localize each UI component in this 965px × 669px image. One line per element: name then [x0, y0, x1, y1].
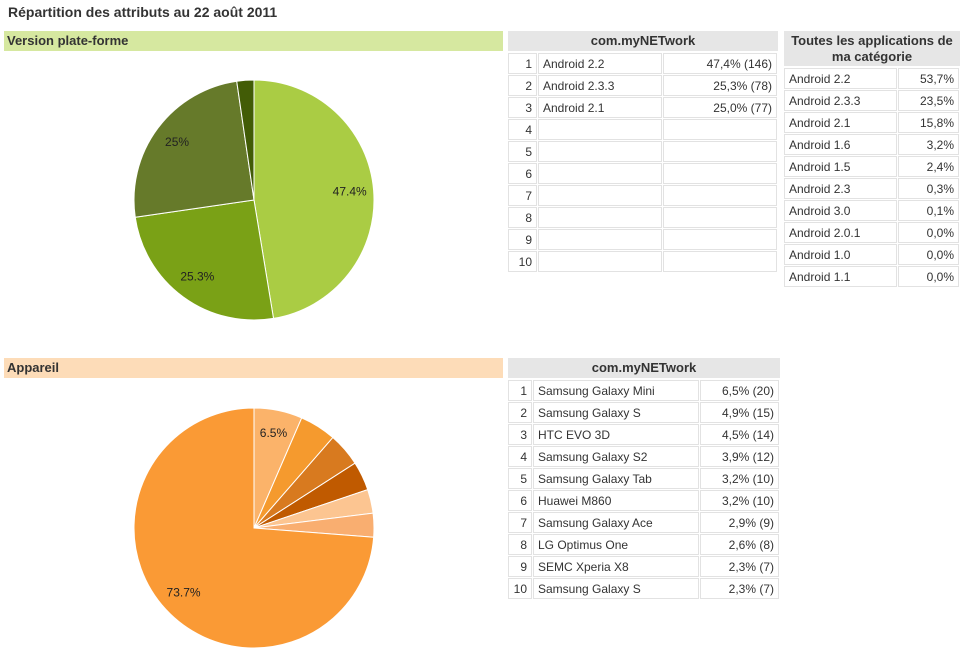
- table-cell: Android 3.0: [784, 200, 897, 221]
- table-cell: Huawei M860: [533, 490, 699, 511]
- table-cell: 8: [508, 207, 537, 228]
- table-cell: 15,8%: [898, 112, 959, 133]
- table-cell: [538, 185, 662, 206]
- table-cell: Samsung Galaxy Tab: [533, 468, 699, 489]
- table-cell: [663, 141, 777, 162]
- table-cell: [538, 163, 662, 184]
- table-header: Toutes les applications de ma catégorie: [784, 31, 960, 66]
- table-cell: [663, 119, 777, 140]
- table-cell: Android 1.0: [784, 244, 897, 265]
- table-cell: 5: [508, 468, 532, 489]
- pie-slice: [134, 199, 275, 321]
- table-cell: [663, 229, 777, 250]
- table-cell: LG Optimus One: [533, 534, 699, 555]
- pie-slice: [133, 80, 255, 218]
- slice-label: 25%: [165, 135, 189, 149]
- section-header: Appareil: [4, 358, 503, 378]
- table-cell: 2: [508, 402, 532, 423]
- table-cell: Android 2.3.3: [784, 90, 897, 111]
- table-cell: 7: [508, 512, 532, 533]
- pie-slice: [133, 407, 375, 649]
- pie-slice: [253, 79, 375, 319]
- table-cell: 10: [508, 578, 532, 599]
- table-cell: Android 2.1: [784, 112, 897, 133]
- table-cell: 2: [508, 75, 537, 96]
- table-cell: 6,5% (20): [700, 380, 779, 401]
- table-cell: Android 1.6: [784, 134, 897, 155]
- table-cell: 5: [508, 141, 537, 162]
- table-cell: 1: [508, 380, 532, 401]
- table-cell: [538, 251, 662, 272]
- slice-label: 73.7%: [167, 585, 201, 599]
- table-cell: 0,1%: [898, 200, 959, 221]
- table-cell: Android 2.3.3: [538, 75, 662, 96]
- table-cell: 0,0%: [898, 222, 959, 243]
- table-cell: 6: [508, 490, 532, 511]
- table-cell: 25,0% (77): [663, 97, 777, 118]
- table-cell: Android 2.2: [784, 68, 897, 89]
- table-cell: 8: [508, 534, 532, 555]
- table-cell: Samsung Galaxy Ace: [533, 512, 699, 533]
- table-cell: [538, 119, 662, 140]
- table-cell: 6: [508, 163, 537, 184]
- table-cell: 0,0%: [898, 266, 959, 287]
- table-cell: 47,4% (146): [663, 53, 777, 74]
- table-cell: Android 1.5: [784, 156, 897, 177]
- table-cell: [538, 207, 662, 228]
- table-cell: 7: [508, 185, 537, 206]
- table-cell: [538, 141, 662, 162]
- table-cell: [663, 207, 777, 228]
- table-cell: 4,9% (15): [700, 402, 779, 423]
- table-cell: [663, 185, 777, 206]
- table-cell: 3,9% (12): [700, 446, 779, 467]
- table-cell: Samsung Galaxy S: [533, 578, 699, 599]
- table-cell: 3: [508, 424, 532, 445]
- table-cell: 23,5%: [898, 90, 959, 111]
- table-cell: 25,3% (78): [663, 75, 777, 96]
- table-cell: 9: [508, 229, 537, 250]
- table-cell: Android 2.3: [784, 178, 897, 199]
- table-cell: [663, 163, 777, 184]
- table-cell: Android 2.2: [538, 53, 662, 74]
- section-header: Version plate-forme: [4, 31, 503, 51]
- table-cell: SEMC Xperia X8: [533, 556, 699, 577]
- table-cell: 0,3%: [898, 178, 959, 199]
- table-cell: 2,4%: [898, 156, 959, 177]
- table-cell: [538, 229, 662, 250]
- pie-slice: [236, 79, 255, 201]
- table-cell: HTC EVO 3D: [533, 424, 699, 445]
- table-cell: 10: [508, 251, 537, 272]
- table-cell: Android 2.0.1: [784, 222, 897, 243]
- table-cell: 2,3% (7): [700, 578, 779, 599]
- table-cell: 3,2% (10): [700, 490, 779, 511]
- table-cell: 2,6% (8): [700, 534, 779, 555]
- table-cell: 53,7%: [898, 68, 959, 89]
- slice-label: 25.3%: [180, 270, 214, 284]
- table-cell: 1: [508, 53, 537, 74]
- table-cell: 4: [508, 446, 532, 467]
- page-title: Répartition des attributs au 22 août 201…: [8, 4, 278, 20]
- slice-label: 47.4%: [333, 184, 367, 198]
- table-header: com.myNETwork: [508, 358, 780, 378]
- table-cell: 4: [508, 119, 537, 140]
- slice-label: 6.5%: [260, 426, 288, 440]
- table-cell: Android 2.1: [538, 97, 662, 118]
- table-cell: 2,9% (9): [700, 512, 779, 533]
- table-cell: Samsung Galaxy Mini: [533, 380, 699, 401]
- table-cell: Samsung Galaxy S: [533, 402, 699, 423]
- table-cell: 3,2% (10): [700, 468, 779, 489]
- table-cell: 4,5% (14): [700, 424, 779, 445]
- table-cell: Android 1.1: [784, 266, 897, 287]
- table-cell: 9: [508, 556, 532, 577]
- table-cell: 3,2%: [898, 134, 959, 155]
- table-header: com.myNETwork: [508, 31, 778, 51]
- table-cell: 2,3% (7): [700, 556, 779, 577]
- table-cell: [663, 251, 777, 272]
- table-cell: 0,0%: [898, 244, 959, 265]
- table-cell: Samsung Galaxy S2: [533, 446, 699, 467]
- table-cell: 3: [508, 97, 537, 118]
